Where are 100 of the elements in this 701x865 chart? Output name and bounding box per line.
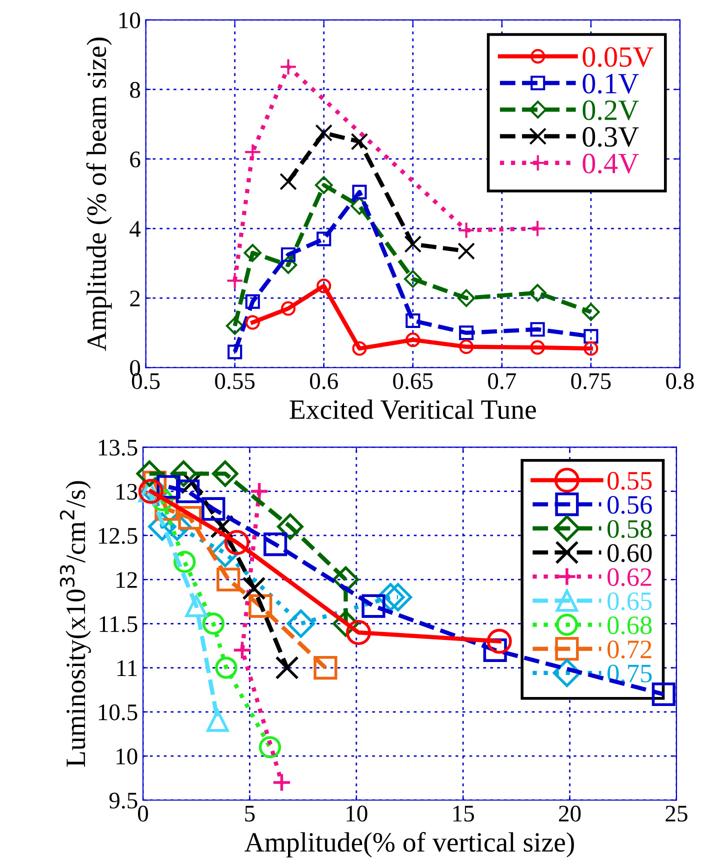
point <box>404 235 422 253</box>
legend-label: 0.60 <box>608 544 652 562</box>
point <box>245 315 260 330</box>
point <box>584 341 598 356</box>
x-tick-label: 0.65 <box>393 373 433 390</box>
point <box>459 339 474 354</box>
x-tick-label: 0.8 <box>666 373 694 390</box>
point <box>202 612 225 635</box>
x-tick-label: 0.7 <box>488 373 516 390</box>
legend-label: 0.4V <box>582 154 639 174</box>
point <box>228 344 242 360</box>
point <box>202 497 226 521</box>
legend-label: 0.3V <box>582 127 639 147</box>
point <box>279 256 298 274</box>
point <box>584 329 598 344</box>
point <box>459 326 474 340</box>
point <box>406 313 420 328</box>
point <box>280 172 297 190</box>
y-tick-label: 12.5 <box>98 528 138 544</box>
point <box>314 656 338 680</box>
point <box>316 232 332 246</box>
point <box>185 594 208 618</box>
legend-label: 0.55 <box>608 472 652 490</box>
point <box>280 58 297 76</box>
y-tick-label: 10 <box>119 12 140 28</box>
point <box>280 301 296 316</box>
legend-label: 0.58 <box>608 520 652 538</box>
point <box>244 244 262 262</box>
y-tick-label: 12 <box>116 572 137 588</box>
point <box>277 513 304 540</box>
point <box>174 550 196 574</box>
point <box>352 341 367 356</box>
x-axis-title: Excited Veritical Tune <box>290 399 536 420</box>
point <box>226 316 244 335</box>
point <box>258 736 282 758</box>
point <box>362 594 386 618</box>
point <box>530 340 545 355</box>
x-tick-label: 0.75 <box>571 373 611 390</box>
y-axis-title: Amplitude (% of beam size) <box>86 38 112 351</box>
point <box>215 656 238 679</box>
y-tick-label: 11.5 <box>100 616 138 632</box>
x-tick-label: 20 <box>559 806 581 822</box>
x-tick-label: 0.6 <box>310 373 338 390</box>
point <box>232 640 252 660</box>
legend-label: 0.1V <box>582 74 639 94</box>
point <box>245 294 260 309</box>
point <box>280 247 296 262</box>
point <box>263 532 288 556</box>
point <box>316 278 332 294</box>
point <box>176 480 200 504</box>
point <box>458 242 475 260</box>
legend-label: 0.65 <box>608 592 652 610</box>
legend-label: 0.56 <box>608 496 652 514</box>
y-tick-label: 11 <box>117 660 137 676</box>
point <box>314 176 333 194</box>
y-tick-label: 2 <box>130 290 140 306</box>
y-tick-label: 13.5 <box>98 440 138 456</box>
point <box>582 303 600 321</box>
legend-label: 0.72 <box>608 640 652 658</box>
x-tick-label: 5 <box>245 806 255 822</box>
point <box>272 772 292 792</box>
y-tick-label: 10 <box>116 748 138 764</box>
point <box>458 222 475 239</box>
point <box>528 220 546 238</box>
point <box>350 132 368 150</box>
y-axis-title: Luminosity(x10$^{33}$/cm$^{2}$/s) <box>60 481 91 767</box>
legend-label: 0.68 <box>608 616 652 634</box>
point <box>226 272 244 290</box>
y-tick-label: 8 <box>130 82 140 98</box>
x-tick-label: 10 <box>346 806 368 822</box>
point <box>212 460 238 487</box>
point <box>275 656 299 680</box>
x-axis-title: Amplitude(% of vertical size) <box>244 832 574 858</box>
point <box>315 124 333 142</box>
legend-label: 0.2V <box>582 100 639 120</box>
y-tick-label: 6 <box>130 152 140 168</box>
point <box>352 184 367 200</box>
point <box>346 620 372 645</box>
point <box>457 289 476 307</box>
legend-label: 0.05V <box>582 47 654 68</box>
y-tick-label: 9.5 <box>109 792 138 809</box>
x-tick-label: 25 <box>666 806 688 822</box>
y-tick-label: 10.5 <box>98 704 138 720</box>
point <box>216 568 240 592</box>
legend-label: 0.62 <box>608 568 652 586</box>
point <box>350 197 368 215</box>
point <box>404 270 422 288</box>
point <box>652 682 676 706</box>
y-tick-label: 4 <box>130 221 141 237</box>
point <box>530 322 545 337</box>
point <box>486 628 512 654</box>
x-tick-label: 0.55 <box>215 373 255 390</box>
point <box>384 583 412 612</box>
point <box>528 284 546 302</box>
x-tick-label: 15 <box>453 806 474 822</box>
point <box>250 482 270 502</box>
point <box>242 576 266 600</box>
point <box>244 143 262 161</box>
point <box>406 332 420 348</box>
point <box>248 594 272 618</box>
